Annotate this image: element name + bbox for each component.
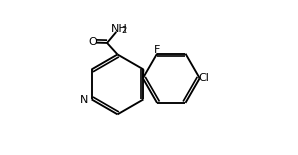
Text: 2: 2 [122,26,127,35]
Text: N: N [80,95,89,105]
Text: F: F [153,45,160,55]
Text: O: O [89,37,98,47]
Text: Cl: Cl [198,73,209,83]
Text: NH: NH [111,24,128,34]
